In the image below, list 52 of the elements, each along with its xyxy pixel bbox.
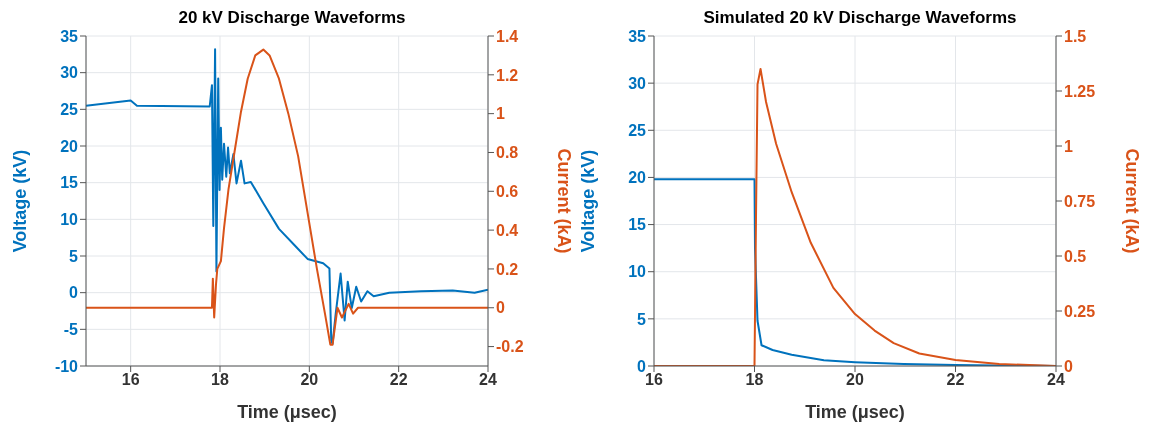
y2-tick-label: 1.2	[496, 66, 519, 84]
y2-tick-label: 0	[496, 299, 505, 317]
y-tick-label: 10	[60, 211, 79, 229]
y2-axis-title: Current (kA)	[1121, 148, 1142, 254]
x-tick-label: 18	[211, 371, 229, 389]
y-tick-label: 0	[69, 284, 79, 302]
x-tick-label: 16	[645, 371, 663, 389]
chart-title: 20 kV Discharge Waveforms	[178, 8, 406, 27]
y2-tick-label: 0.8	[496, 144, 519, 162]
x-axis-title: Time (μsec)	[805, 402, 905, 422]
y2-tick-label: 0.4	[496, 221, 519, 239]
y2-tick-label: 0.5	[1064, 247, 1087, 265]
x-tick-label: 20	[300, 371, 319, 389]
y-tick-label: 35	[628, 27, 647, 45]
x-tick-label: 18	[745, 371, 764, 389]
chart-title: Simulated 20 kV Discharge Waveforms	[703, 8, 1017, 27]
y2-tick-label: 1	[496, 105, 505, 123]
y-tick-label: 15	[628, 216, 647, 234]
y2-tick-label: 0.6	[496, 182, 519, 200]
y-tick-label: 25	[628, 121, 647, 139]
x-axis-title: Time (μsec)	[237, 402, 337, 422]
y-axis-title: Voltage (kV)	[578, 149, 599, 253]
y2-tick-label: 0.75	[1064, 192, 1096, 210]
y-tick-label: 5	[637, 310, 647, 328]
y-tick-label: 5	[69, 247, 79, 265]
y-tick-label: -5	[63, 321, 79, 339]
y-tick-label: 30	[60, 64, 79, 82]
x-tick-label: 22	[389, 371, 408, 389]
y2-tick-label: 0.2	[496, 260, 519, 278]
y2-tick-label: -0.2	[496, 338, 524, 356]
x-tick-label: 24	[479, 371, 497, 389]
y2-tick-label: 1.25	[1064, 82, 1096, 100]
x-tick-label: 16	[121, 371, 140, 389]
y-tick-label: 10	[628, 263, 647, 281]
y-axis-title: Voltage (kV)	[10, 149, 31, 253]
x-tick-label: 22	[946, 371, 965, 389]
y2-tick-label: 0	[1064, 357, 1073, 375]
y-tick-label: 20	[60, 137, 79, 155]
y-tick-label: 25	[60, 101, 79, 119]
y-tick-label: 0	[637, 357, 647, 375]
y-tick-label: -10	[54, 357, 79, 375]
x-tick-label: 24	[1047, 371, 1065, 389]
y-tick-label: 30	[628, 74, 647, 92]
y2-axis-title: Current (kA)	[553, 148, 574, 254]
y-tick-label: 15	[60, 174, 79, 192]
x-tick-label: 20	[846, 371, 864, 389]
y-tick-label: 35	[60, 27, 79, 45]
y-tick-label: 20	[628, 169, 647, 187]
y2-tick-label: 0.25	[1064, 302, 1096, 320]
y2-tick-label: 1	[1064, 137, 1073, 155]
y2-tick-label: 1.4	[496, 27, 519, 45]
y2-tick-label: 1.5	[1064, 27, 1087, 45]
